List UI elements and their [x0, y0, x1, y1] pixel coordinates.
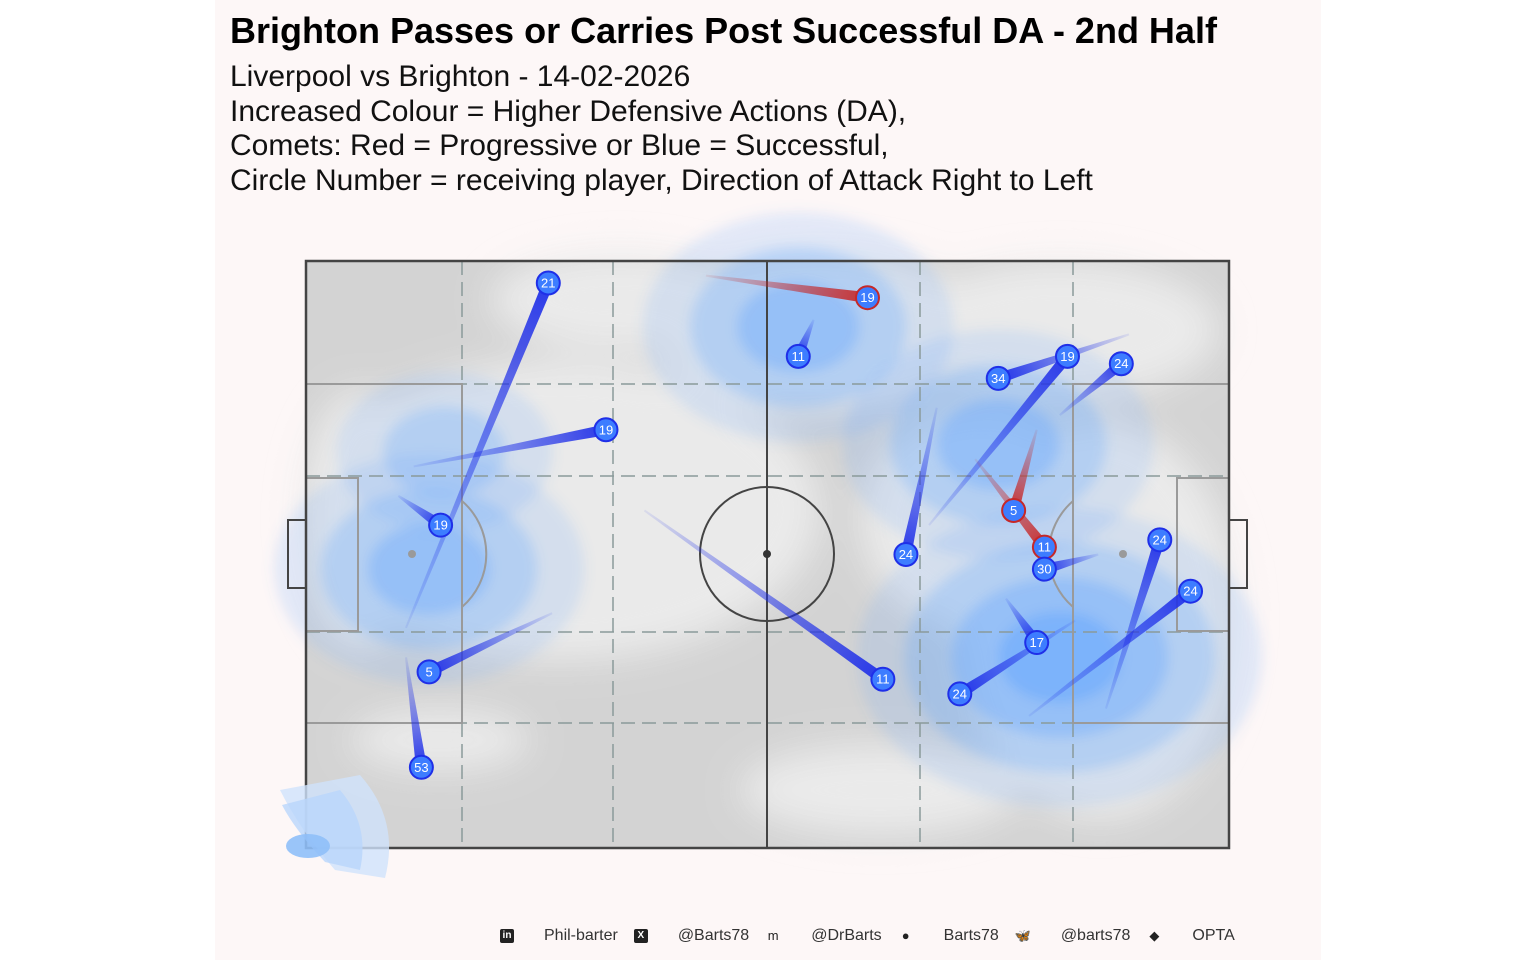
footer-label[interactable]: @DrBarts: [811, 927, 882, 944]
receiver-number: 19: [860, 290, 874, 305]
receiver-marker: 34: [985, 365, 1011, 391]
receiver-number: 24: [1183, 584, 1197, 599]
footer-label[interactable]: OPTA: [1192, 927, 1235, 944]
chart-subtitle-line-2: Increased Colour = Higher Defensive Acti…: [230, 95, 907, 128]
footer-label[interactable]: Barts78: [943, 927, 999, 944]
comet-trail: [643, 509, 887, 684]
footer-label[interactable]: @Barts78: [677, 927, 750, 944]
receiver-number: 34: [991, 371, 1005, 386]
receiver-marker: 21: [535, 270, 561, 296]
receiver-marker: 19: [428, 512, 454, 538]
action-comets: 21 19 19 5 53 11 19 11 34 19 24 24 5 11 30 24 24 17 24: [397, 270, 1204, 780]
chart-subtitle-line-1: Liverpool vs Brighton - 14-02-2026: [230, 60, 691, 93]
receiver-marker: 24: [947, 681, 973, 707]
footer-credits: in Phil-barter X @Barts78 m @DrBarts ● Barts78 🦋…: [500, 925, 1251, 947]
footer-label[interactable]: Phil-barter: [544, 927, 618, 944]
offpitch-density: [280, 775, 390, 878]
receiver-number: 19: [433, 518, 447, 533]
receiver-number: 17: [1029, 635, 1043, 650]
comet-trail: [1008, 429, 1038, 512]
pitch-markings: [287, 259, 1248, 850]
receiver-marker: 19: [1054, 343, 1080, 369]
comet-trail: [426, 612, 553, 677]
receiver-number: 24: [1153, 532, 1167, 547]
receiver-marker: 24: [1147, 527, 1173, 553]
receiver-marker: 5: [416, 659, 442, 685]
receiver-number: 11: [792, 349, 806, 364]
receiver-marker: 24: [893, 542, 919, 567]
comet-trail: [1059, 359, 1125, 416]
chart-subtitle-line-4: Circle Number = receiving player, Direct…: [230, 164, 1093, 197]
receiver-number: 24: [1114, 356, 1128, 371]
bluesky-icon[interactable]: 🦋: [1014, 928, 1031, 943]
receiver-number: 24: [899, 547, 913, 562]
receiver-marker: 24: [1108, 351, 1134, 377]
footer-label[interactable]: @barts78: [1060, 927, 1131, 944]
receiver-marker: 30: [1031, 556, 1057, 582]
github-icon[interactable]: ●: [901, 928, 910, 943]
x-twitter-icon[interactable]: X: [633, 929, 648, 943]
mastodon-icon[interactable]: m: [767, 928, 779, 943]
receiver-number: 53: [414, 760, 428, 775]
receiver-marker: 19: [593, 417, 619, 443]
receiver-marker: 24: [1178, 578, 1204, 604]
receiver-marker: 53: [408, 754, 434, 780]
receiver-marker: 11: [1031, 534, 1057, 560]
linkedin-icon[interactable]: in: [500, 929, 514, 943]
comet-trail: [413, 424, 608, 468]
receiver-number: 19: [1060, 349, 1074, 364]
receiver-number: 5: [1010, 503, 1017, 518]
comet-trail: [405, 657, 427, 769]
receiver-marker: 17: [1024, 630, 1050, 656]
comet-trail: [928, 352, 1072, 526]
chart-subtitle-line-3: Comets: Red = Progressive or Blue = Succ…: [230, 129, 889, 162]
chart-title: Brighton Passes or Carries Post Successf…: [230, 10, 1217, 51]
density-area: [336, 371, 553, 532]
comet-trail: [1028, 586, 1194, 717]
receiver-number: 21: [541, 276, 555, 291]
dropbox-icon[interactable]: ◆: [1149, 928, 1160, 943]
receiver-marker: 11: [785, 343, 811, 369]
receiver-number: 30: [1037, 562, 1051, 577]
receiver-number: 11: [1038, 540, 1052, 555]
receiver-number: 19: [599, 422, 613, 437]
receiver-marker: 5: [1001, 497, 1027, 523]
receiver-marker: 19: [854, 285, 880, 311]
comet-trail: [705, 274, 869, 304]
receiver-number: 24: [953, 686, 967, 701]
comet-trail: [900, 407, 938, 556]
receiver-number: 5: [425, 664, 432, 679]
receiver-marker: 11: [870, 666, 896, 692]
comet-trail: [1104, 538, 1166, 709]
receiver-number: 11: [876, 672, 890, 687]
